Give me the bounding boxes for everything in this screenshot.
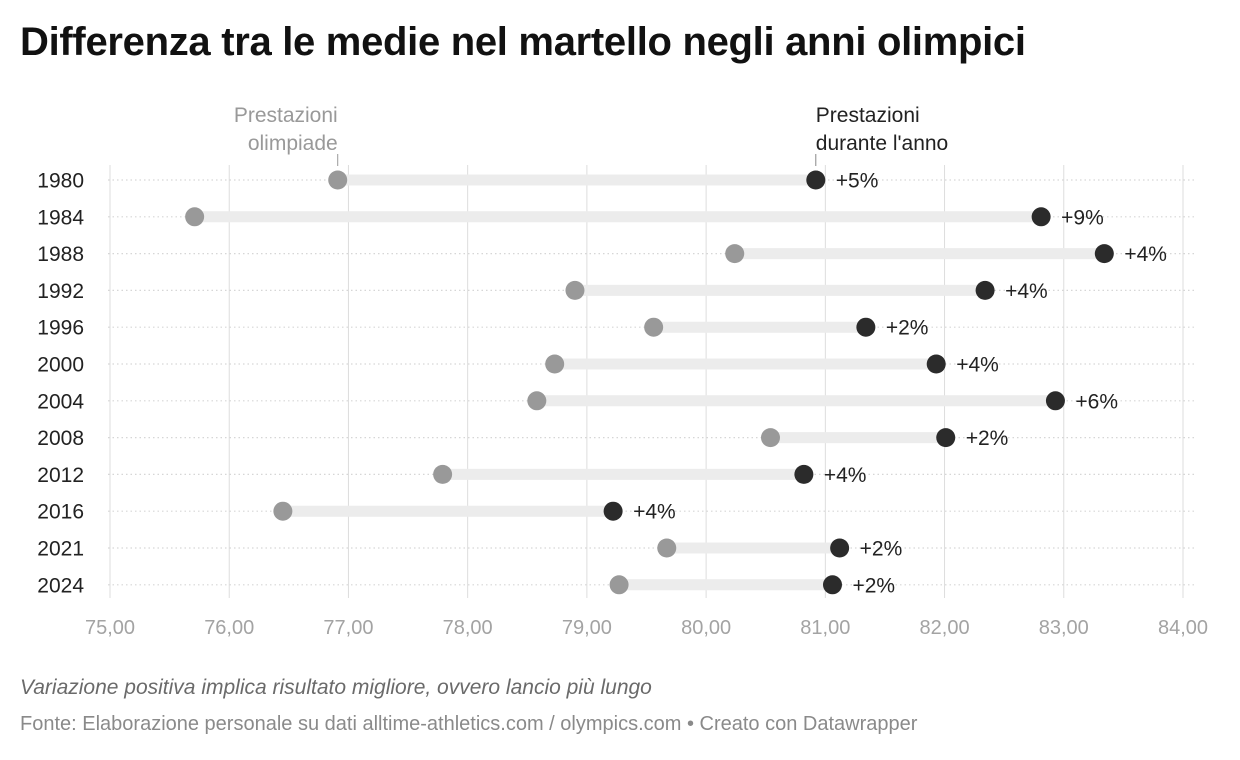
percent-label: +9% <box>1061 206 1104 229</box>
olympic-point <box>725 244 745 264</box>
row-guides <box>108 179 1196 586</box>
x-tick-label: 84,00 <box>1158 617 1208 639</box>
data-points <box>185 170 1114 595</box>
olympic-point <box>760 428 780 448</box>
percent-label: +2% <box>966 427 1009 450</box>
year-label: 1992 <box>37 280 84 303</box>
percent-label: +5% <box>836 170 879 193</box>
x-axis-ticks: 75,00 76,00 77,00 78,00 79,00 80,00 81,00 82,00… <box>85 617 1208 639</box>
season-point <box>806 170 826 190</box>
x-tick-label: 76,00 <box>204 617 254 639</box>
percent-label: +4% <box>633 501 676 524</box>
gridlines <box>109 165 1184 598</box>
year-label: 2024 <box>37 574 84 597</box>
olympic-point <box>545 354 565 374</box>
year-label: 2008 <box>37 427 84 450</box>
percent-label: +2% <box>852 574 895 597</box>
series-annotations: Prestazioni olimpiade Prestazioni durante l… <box>234 104 948 166</box>
chart-note: Variazione positiva implica risultato mi… <box>20 676 652 699</box>
year-label: 2016 <box>37 501 84 524</box>
year-label: 2012 <box>37 464 84 487</box>
olympic-point <box>657 538 677 558</box>
x-tick-label: 77,00 <box>323 617 373 639</box>
olympic-point <box>609 575 629 595</box>
season-point <box>794 464 814 484</box>
olympic-point <box>273 501 293 521</box>
percent-label: +4% <box>824 464 867 487</box>
olympic-point <box>565 280 585 300</box>
percent-label: +6% <box>1075 390 1118 413</box>
year-label: 2004 <box>37 390 84 413</box>
chart-title: Differenza tra le medie nel martello neg… <box>20 20 1026 64</box>
x-tick-label: 78,00 <box>443 617 493 639</box>
dot-range-chart: +5% +9% +4% +4% +2% +4% +6% +2% +4% +4% +2% +2% 198… <box>37 104 1208 639</box>
x-tick-label: 83,00 <box>1039 617 1089 639</box>
percent-label: +4% <box>1005 280 1048 303</box>
x-tick-label: 80,00 <box>681 617 731 639</box>
season-point <box>1031 207 1051 227</box>
year-label: 1984 <box>37 206 84 229</box>
percent-label: +4% <box>956 354 999 377</box>
season-point <box>1094 244 1114 264</box>
olympic-point <box>328 170 348 190</box>
season-point <box>822 575 842 595</box>
season-point <box>603 501 623 521</box>
season-point <box>975 280 995 300</box>
year-label: 2021 <box>37 538 84 561</box>
olympic-point <box>527 391 547 411</box>
chart-source: Fonte: Elaborazione personale su dati al… <box>20 713 918 735</box>
x-tick-label: 75,00 <box>85 617 135 639</box>
x-tick-label: 82,00 <box>920 617 970 639</box>
season-series-label: Prestazioni <box>816 104 920 127</box>
olympic-point <box>185 207 205 227</box>
season-point <box>936 428 956 448</box>
olympic-series-label: olimpiade <box>248 132 338 155</box>
percent-label: +4% <box>1124 243 1167 266</box>
season-point <box>1045 391 1065 411</box>
year-label: 1980 <box>37 170 84 193</box>
percent-label: +2% <box>860 538 903 561</box>
data-labels: +5% +9% +4% +4% +2% +4% +6% +2% +4% +4% +2% +2% <box>633 170 1167 598</box>
x-tick-label: 79,00 <box>562 617 612 639</box>
olympic-point <box>644 317 664 337</box>
season-point <box>830 538 850 558</box>
season-point <box>856 317 876 337</box>
olympic-point <box>433 464 453 484</box>
olympic-series-label: Prestazioni <box>234 104 338 127</box>
year-labels: 1980 1984 1988 1992 1996 2000 2004 2008 2012 2016… <box>37 170 84 598</box>
year-label: 2000 <box>37 354 84 377</box>
year-label: 1988 <box>37 243 84 266</box>
year-label: 1996 <box>37 317 84 340</box>
season-point <box>926 354 946 374</box>
percent-label: +2% <box>886 317 929 340</box>
connector-bars <box>194 174 1105 591</box>
season-series-label: durante l'anno <box>816 132 948 155</box>
x-tick-label: 81,00 <box>800 617 850 639</box>
